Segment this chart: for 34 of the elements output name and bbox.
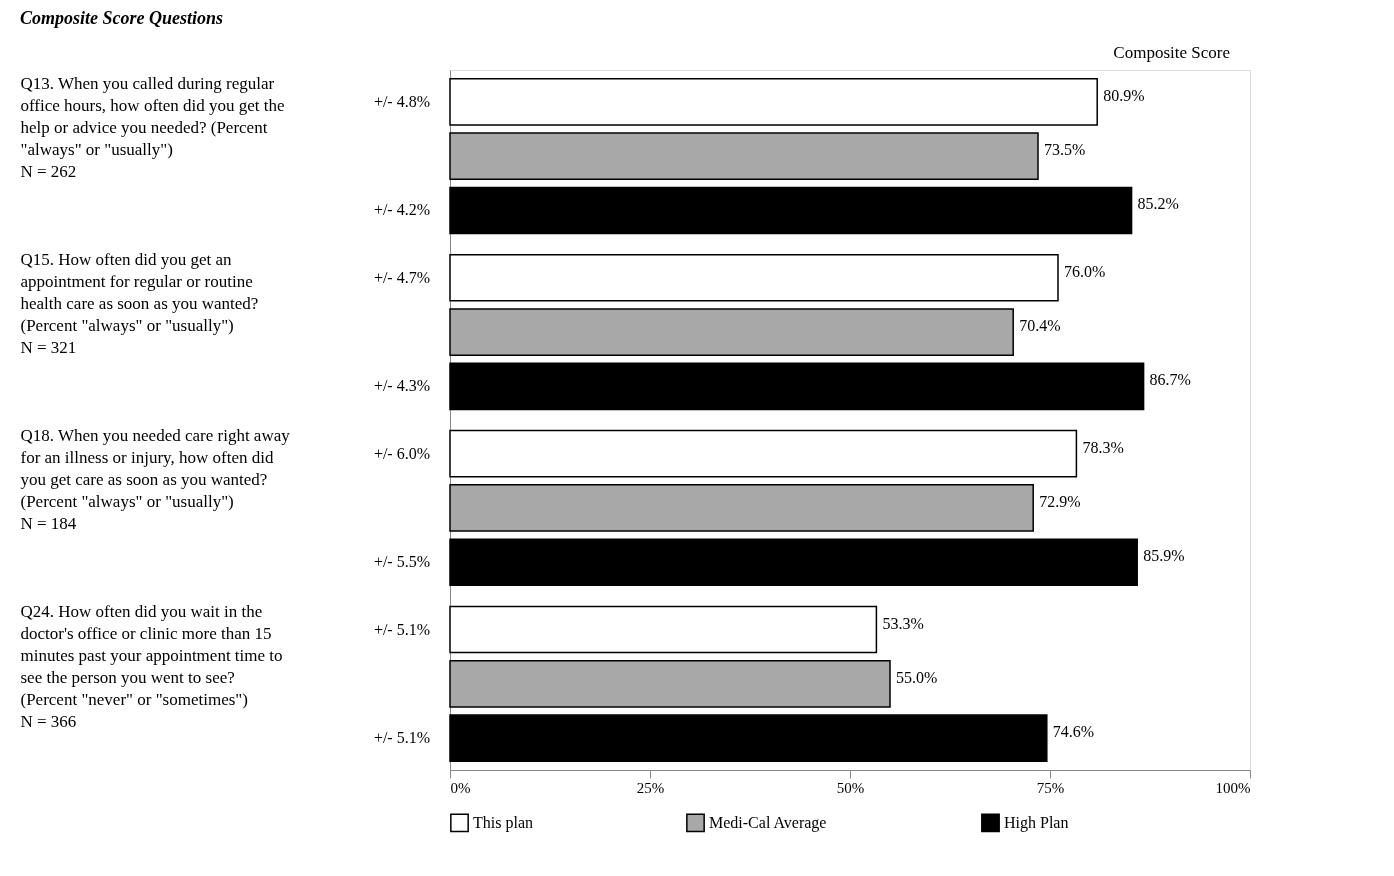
data-label: 78.3% — [1082, 438, 1124, 456]
y-tick-label: Q15. How often did you get an appointment for regular or routine health care as soon as you wanted? (Percent "always" or "usually") N = 321 — [20, 250, 259, 358]
text: Composite Score — [1113, 43, 1230, 62]
x-tick-label: 0% — [450, 779, 471, 796]
text: +/- 5.1% — [373, 729, 430, 747]
data-label: 72.9% — [1039, 492, 1081, 510]
y-tick-label: Q13. When you called during regular office hours, how often did you get the help or advice you needed? (Percent "always" or "usually") N = 262 — [20, 74, 285, 182]
text: +/- 4.2% — [373, 201, 430, 219]
text: +/- 5.5% — [373, 553, 430, 571]
text: +/- 4.3% — [373, 377, 430, 395]
y-tick-label: Q24. How often did you wait in the doctor's office or clinic more than 15 minutes past your appointment time to see the person you went to see? (Percent "never" or "sometimes") N = 366 — [20, 601, 283, 731]
text: +/- 6.0% — [373, 444, 430, 462]
x-tick-label: 100% — [1215, 779, 1251, 796]
y-tick-label: Q18. When you needed care right away for an illness or injury, how often did you get care as soon as you wanted? (Percent "always" or "usually") N = 184 — [20, 425, 291, 533]
data-label: 73.5% — [1044, 141, 1086, 159]
legend-label: Medi-Cal Average — [709, 813, 827, 832]
text: +/- 5.1% — [373, 620, 430, 638]
data-label: 85.9% — [1143, 547, 1185, 565]
data-label: 80.9% — [1103, 86, 1145, 104]
data-label: 74.6% — [1052, 723, 1095, 741]
legend-label: High Plan — [1004, 813, 1069, 832]
text: Composite Score Questions — [20, 8, 224, 28]
data-label: 55.0% — [896, 668, 938, 686]
data-label: 53.3% — [882, 614, 924, 632]
x-tick-label: 75% — [1036, 779, 1065, 796]
x-tick-label: 50% — [836, 779, 865, 796]
data-label: 70.4% — [1019, 317, 1061, 335]
data-label: 76.0% — [1064, 262, 1106, 280]
text: +/- 4.7% — [373, 268, 430, 286]
text: +/- 4.8% — [373, 92, 430, 110]
x-tick-label: 25% — [636, 779, 665, 796]
data-label: 85.2% — [1137, 195, 1179, 213]
data-label: 86.7% — [1149, 371, 1191, 389]
legend-label: This plan — [473, 813, 533, 832]
